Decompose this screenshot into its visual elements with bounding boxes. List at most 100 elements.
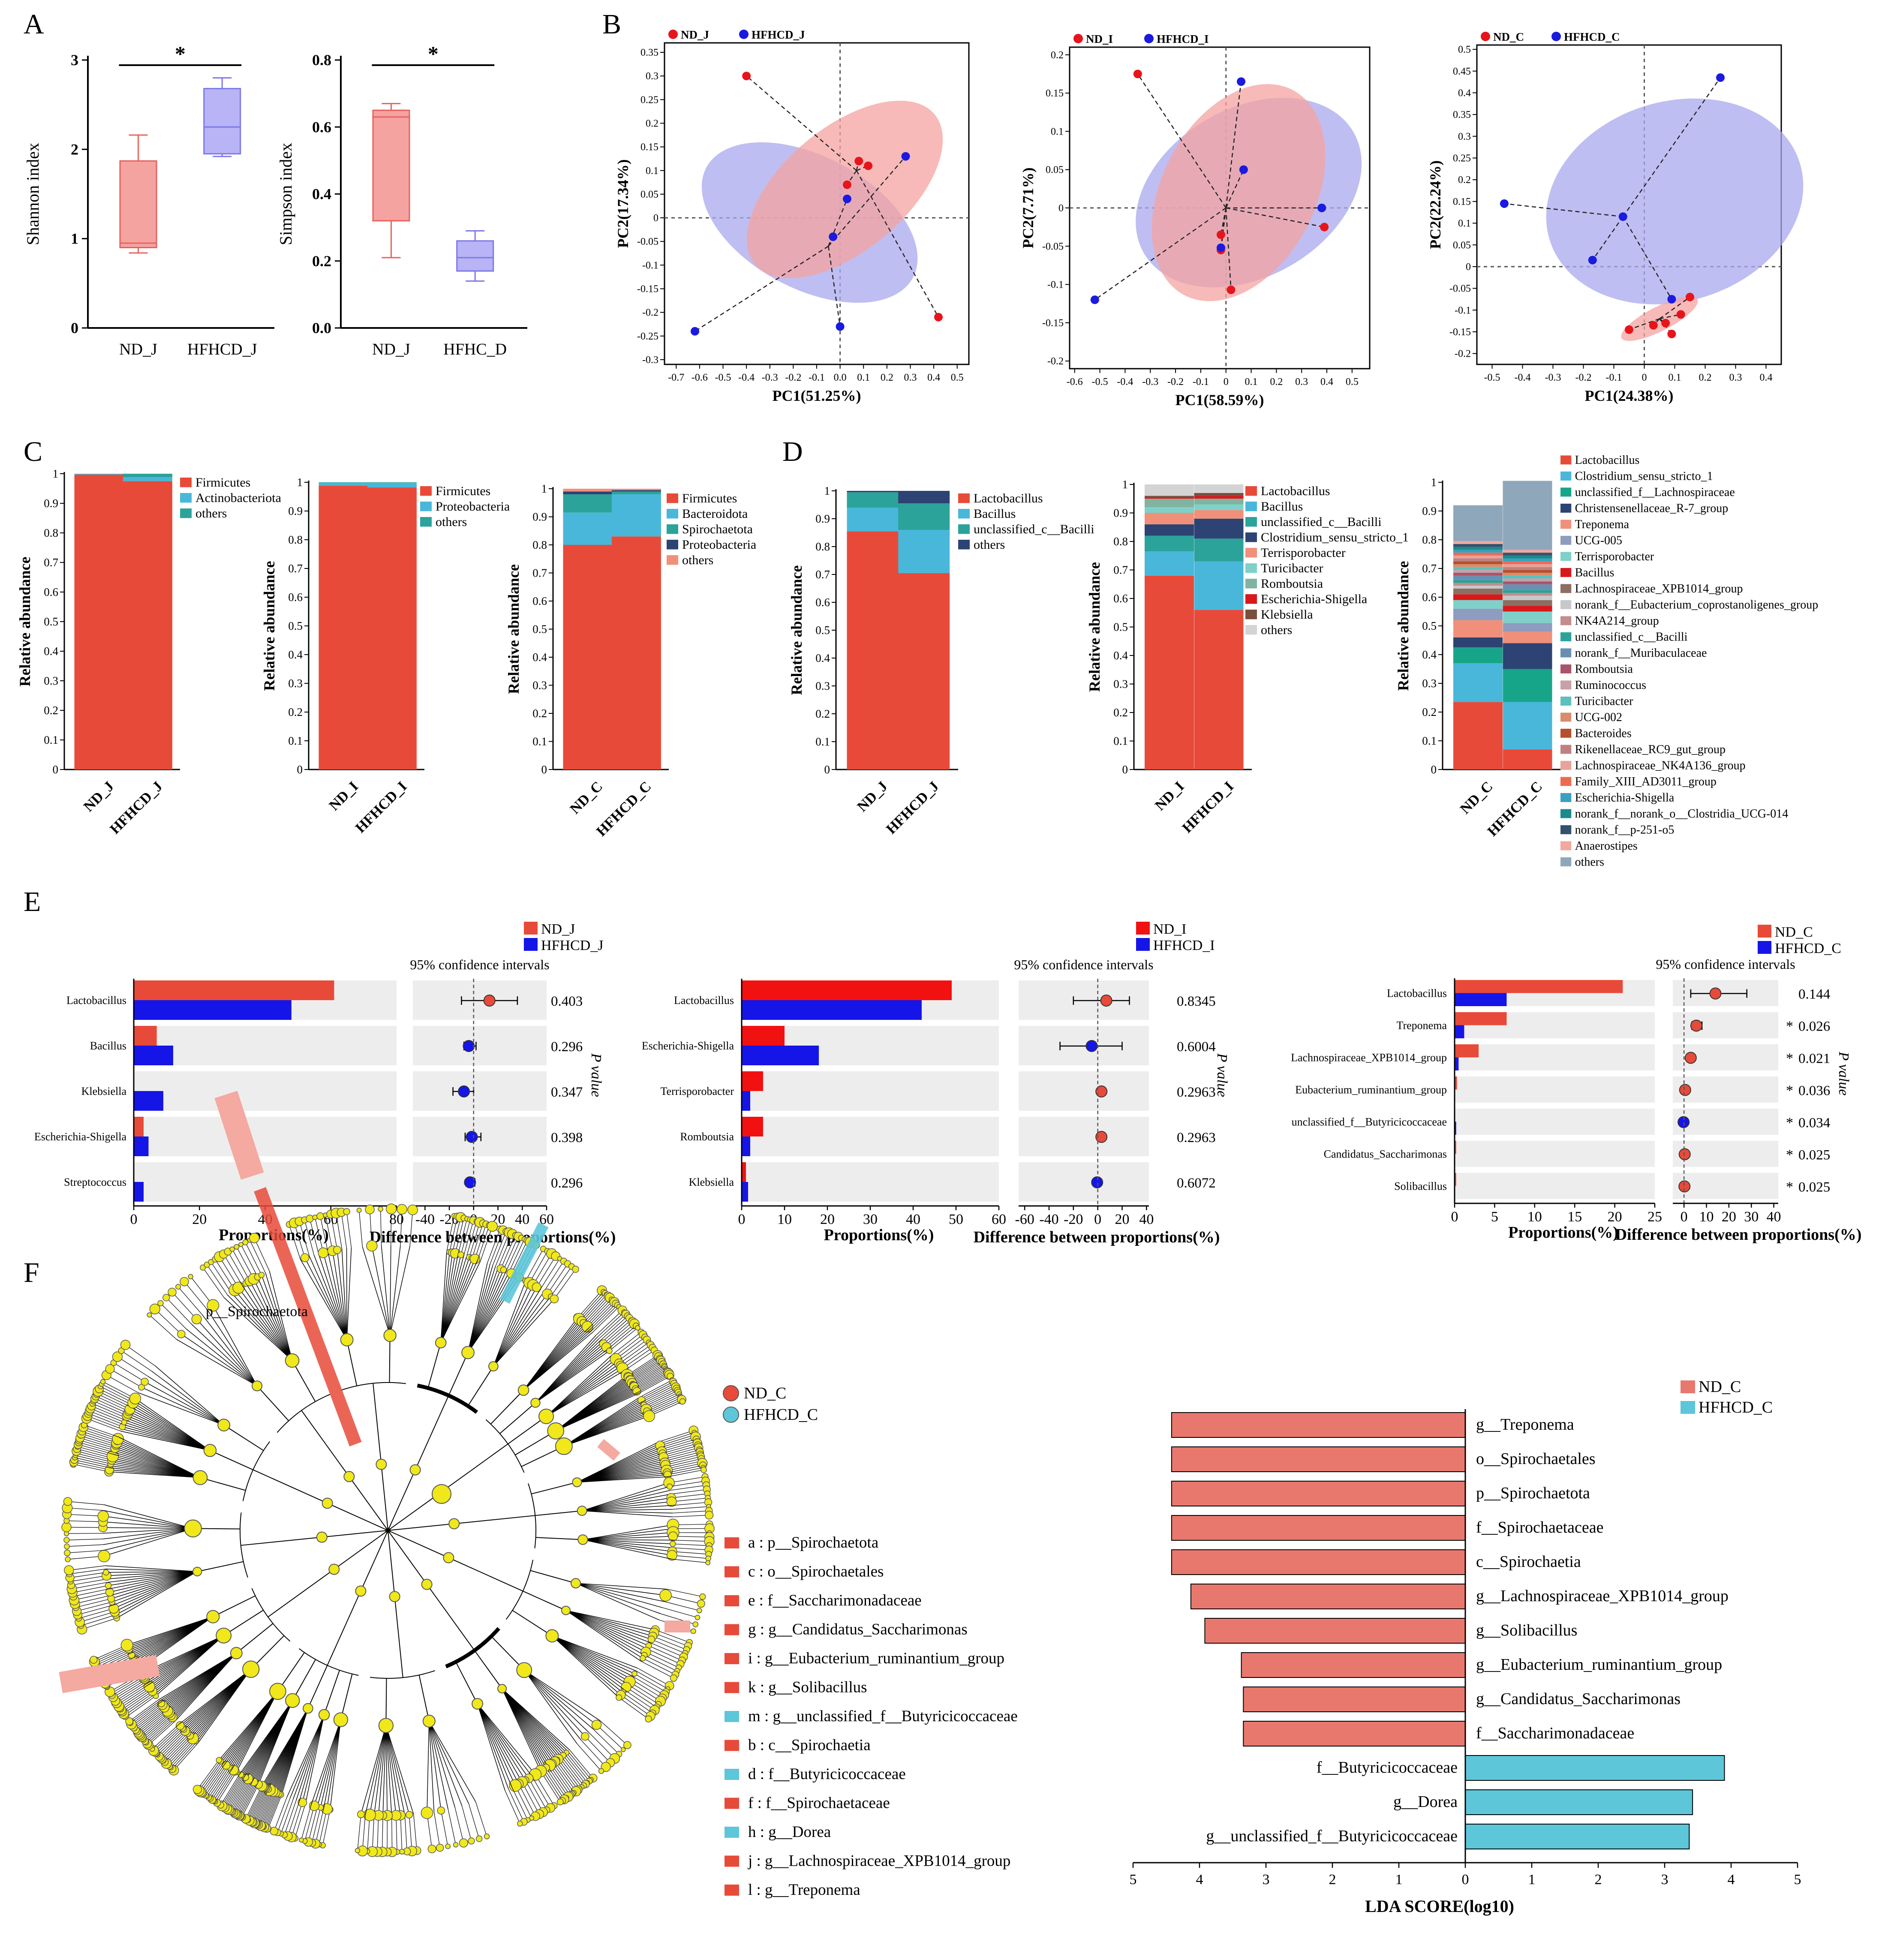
tree-edge [132, 1703, 162, 1726]
tree-edge [427, 1342, 442, 1389]
phylum-node [316, 1531, 328, 1543]
tree-edge [319, 1809, 328, 1845]
tree-edge [493, 1294, 548, 1367]
proportion-bar-nd [1455, 1044, 1479, 1058]
tree-edge [136, 1708, 166, 1732]
p-value-axis-label: P value [588, 1053, 604, 1097]
x-axis-label: LDA SCORE(log10) [1365, 1897, 1514, 1916]
tree-edge [229, 1778, 248, 1811]
row-background [742, 1162, 999, 1202]
y-tick-label: 0.4 [1422, 648, 1437, 661]
tree-edge [673, 1543, 710, 1546]
tree-edge [475, 1224, 487, 1259]
tree-edge [380, 1209, 382, 1246]
p-value: 0.296 [551, 1039, 583, 1055]
tree-edge [619, 1697, 649, 1720]
stack-segment [1503, 606, 1552, 612]
p-value: 0.6072 [1177, 1175, 1216, 1191]
genus-node [177, 1330, 186, 1338]
tree-edge [322, 1810, 331, 1846]
legend-swatch [1245, 563, 1257, 573]
y-tick-label: 0.15 [640, 142, 658, 153]
x-tick-label: 40 [906, 1211, 920, 1227]
key-swatch [725, 1798, 739, 1809]
tree-edge [575, 1583, 661, 1614]
x-tick-label: 0.1 [1669, 372, 1681, 383]
tree-edge [178, 1669, 251, 1725]
tree-edge [502, 1688, 560, 1759]
sample-point-blue [901, 152, 910, 161]
tree-edge [256, 1386, 289, 1421]
y-tick-label: -0.05 [1042, 241, 1064, 252]
tree-edge [662, 1607, 698, 1618]
tree-edge [641, 1383, 674, 1401]
legend-label: Bacteroides [1575, 727, 1632, 740]
stack-segment [1453, 573, 1503, 576]
family-node [230, 1647, 243, 1659]
tree-edge [502, 1688, 545, 1769]
tree-edge [502, 1688, 541, 1771]
legend-label: Treponema [1575, 518, 1629, 531]
p-value: 0.403 [551, 994, 583, 1009]
x-tick-label: 0 [1224, 376, 1229, 388]
tree-edge [205, 1765, 227, 1795]
tree-edge [535, 1350, 610, 1403]
tree-edge [552, 1635, 621, 1695]
genus-node [667, 1550, 677, 1561]
tree-edge [577, 1457, 664, 1483]
tree-edge [552, 1635, 638, 1668]
tree-edge [262, 1708, 309, 1786]
legend-label: Rikenellaceae_RC9_gut_group [1575, 743, 1726, 756]
panel-letter: F [24, 1257, 39, 1288]
tree-edge [121, 1428, 210, 1451]
proportion-bar-hfhcd [1455, 993, 1507, 1006]
ci-title: 95% confidence intervals [1656, 956, 1795, 972]
x-tick-label: -0.3 [1545, 372, 1561, 383]
tree-edge [565, 1610, 643, 1659]
tree-edge [477, 1704, 509, 1789]
tree-edge [660, 1434, 695, 1446]
tree-edge [132, 1402, 210, 1451]
legend-label: Family_XIII_AD3011_group [1575, 775, 1717, 788]
x-tick-label: 0.3 [1729, 372, 1742, 383]
p-value: 0.347 [551, 1085, 583, 1100]
y-axis-label: Relative abundance [505, 564, 522, 694]
y-tick-label: -0.25 [637, 331, 658, 342]
family-node [203, 1444, 217, 1457]
tree-edge [508, 1416, 547, 1445]
tree-edge [381, 1464, 388, 1531]
tree-edge [603, 1320, 631, 1344]
tree-edge [628, 1356, 659, 1377]
tree-edge [565, 1754, 588, 1783]
tree-edge [544, 1768, 565, 1800]
x-tick-label: 3 [1661, 1872, 1669, 1888]
tree-edge [241, 1536, 322, 1546]
tree-edge [365, 1725, 387, 1815]
tree-edge [601, 1318, 630, 1343]
tree-edge [103, 1528, 193, 1551]
tree-edge [441, 1810, 448, 1846]
tree-edge [274, 1797, 287, 1831]
stack-segment [611, 491, 661, 495]
legend-swatch [1560, 728, 1572, 738]
stack-segment [563, 489, 613, 492]
tree-edge [632, 1365, 664, 1385]
stack-segment [847, 491, 899, 493]
spider-line [1225, 81, 1242, 208]
taxon-label: Lactobacillus [1387, 987, 1447, 1000]
tree-edge [197, 1561, 244, 1572]
legend-swatch [1560, 745, 1572, 754]
tree-edge [126, 1415, 210, 1451]
proportion-bar-nd [134, 980, 334, 1000]
tree-edge [502, 1688, 555, 1762]
leaf-node [65, 1556, 71, 1563]
tree-edge [667, 1589, 703, 1597]
tree-edge [125, 1419, 210, 1451]
legend-label: others [436, 515, 467, 529]
legend-marker [723, 1385, 739, 1401]
x-tick-label: 4 [1728, 1872, 1735, 1888]
tree-edge [577, 1470, 667, 1483]
leaf-node [436, 1843, 444, 1852]
tree-edge [74, 1592, 110, 1600]
